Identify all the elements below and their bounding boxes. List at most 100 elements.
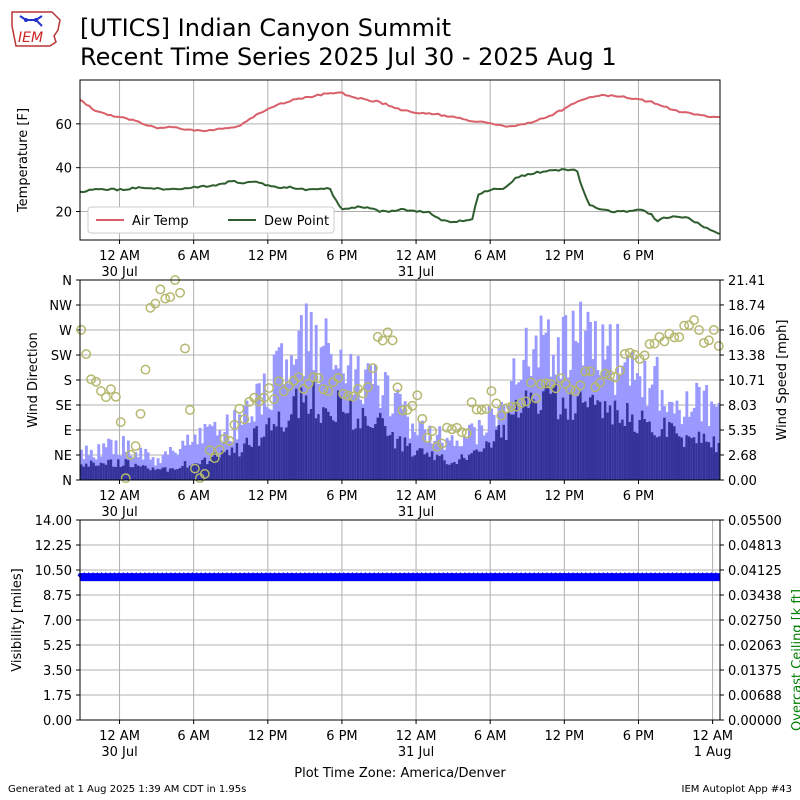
wind-direction-point [580, 366, 591, 377]
app-note: IEM Autoplot App #43 [681, 784, 792, 795]
wind-direction-point [100, 392, 111, 403]
temp-ytick-label: 20 [55, 206, 72, 221]
wind-speed-bar [134, 463, 138, 480]
vis-y2tick-label: 0.05500 [728, 514, 782, 529]
wind-gust-bar [383, 372, 387, 480]
wind-speed-bar [650, 432, 654, 480]
wind-direction-point [456, 427, 467, 438]
wind-direction-point [491, 398, 502, 409]
vis-xtick-label: 6 AM [474, 729, 507, 744]
wind-xtick-label: 12 AM [99, 489, 140, 504]
wind-direction-point [105, 384, 116, 395]
visibility-point [458, 572, 463, 579]
wind-speed-bar [458, 459, 461, 480]
wind-direction-point [318, 384, 329, 395]
wind-speed-bar [596, 400, 600, 480]
visibility-point [94, 572, 100, 579]
visibility-point [319, 572, 325, 579]
wind-speed-bar [285, 427, 288, 480]
wind-speed-bar [532, 399, 536, 480]
wind-direction-point [575, 380, 586, 391]
legend-label: Dew Point [264, 214, 329, 229]
wind-speed-bar [124, 459, 128, 480]
wind-speed-bar [539, 410, 543, 480]
wind-speed-bar [386, 435, 390, 480]
wind-speed-bar [490, 447, 494, 480]
temp-xtick-label: 12 PM [248, 249, 288, 264]
vis-ytick-label: 0.00 [43, 714, 72, 729]
wind-speed-bar [579, 391, 583, 480]
wind-direction-point [614, 365, 625, 376]
visibility-point [657, 572, 662, 579]
wind-speed-bar [695, 443, 699, 480]
wind-speed-bar [339, 396, 343, 480]
wind-speed-bar [349, 399, 353, 480]
vis-y2tick-label: 0.01375 [728, 664, 782, 679]
wind-speed-bar [356, 418, 360, 480]
wind-gust-bar [319, 347, 323, 480]
wind-speed-bar [164, 467, 167, 480]
wind-gust-bar [196, 444, 200, 480]
wind-direction-point [229, 419, 240, 430]
wind-gust-bar [579, 301, 583, 480]
wind-speed-bar [233, 452, 237, 480]
wind-xtick-label: 12 PM [544, 489, 584, 504]
wind-frame [79, 279, 721, 481]
wind-speed-bar [611, 424, 615, 480]
wind-speed-bar [673, 426, 676, 480]
visibility-point [566, 572, 572, 579]
wind-direction-point [684, 320, 695, 331]
wind-speed-bar [265, 424, 269, 480]
wind-speed-bar [680, 437, 684, 480]
wind-direction-point [234, 403, 245, 414]
wind-speed-tick-label: 8.03 [728, 399, 757, 414]
wind-speed-bar [564, 408, 568, 480]
wind-direction-point [639, 350, 650, 361]
wind-gust-bar [715, 406, 718, 480]
visibility-point [414, 572, 420, 579]
temp-xtick-sublabel: 31 Jul [398, 265, 434, 280]
wind-xtick-sublabel: 31 Jul [398, 505, 434, 520]
wind-speed-bar [225, 449, 229, 480]
wind-direction-point [150, 298, 161, 309]
visibility-point [535, 572, 541, 579]
wind-speed-bar [660, 429, 664, 480]
visibility-point [107, 572, 113, 579]
wind-speed-bar [203, 457, 207, 480]
wind-gust-bar [356, 356, 360, 480]
wind-speed-bar [682, 446, 686, 480]
wind-speed-bar [616, 410, 620, 480]
wind-direction-point [293, 372, 304, 382]
title-line-1: [UTICS] Indian Canyon Summit [80, 14, 452, 42]
wind-speed-bar [235, 443, 239, 480]
vis-xtick-label: 12 PM [248, 729, 288, 744]
wind-speed-bar [240, 452, 244, 480]
wind-speed-bar [455, 464, 459, 480]
wind-direction-point [303, 378, 314, 389]
visibility-point [574, 572, 580, 579]
wind-speed-bar [317, 414, 321, 480]
wind-direction-point [432, 441, 443, 452]
temp-ytick-label: 40 [55, 162, 72, 177]
visibility-point [228, 572, 234, 579]
wind-speed-tick-label: 10.71 [728, 374, 765, 389]
wind-speed-bar [712, 436, 716, 480]
wind-xtick-sublabel: 30 Jul [101, 505, 137, 520]
wind-speed-bar [559, 414, 563, 480]
visibility-point [133, 572, 139, 579]
wind-speed-bar [151, 467, 155, 480]
wind-speed-bar [114, 466, 118, 480]
wind-speed-bar [223, 452, 227, 480]
wind-gust-bar [393, 393, 397, 480]
wind-dir-tick-label: E [64, 424, 72, 439]
wind-gust-bar [171, 450, 175, 480]
visibility-point [600, 572, 606, 579]
visibility-point [263, 572, 269, 579]
visibility-point [436, 572, 442, 579]
wind-speed-bar [406, 445, 410, 480]
visibility-point [211, 572, 217, 579]
visibility-point [527, 572, 533, 579]
wind-gust-bar [448, 440, 452, 480]
visibility-point [384, 572, 390, 579]
